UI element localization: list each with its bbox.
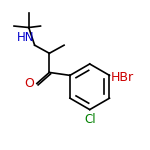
Text: O: O (24, 77, 34, 90)
Text: Cl: Cl (84, 113, 96, 126)
Text: HN: HN (16, 31, 34, 44)
Text: HBr: HBr (111, 71, 134, 84)
